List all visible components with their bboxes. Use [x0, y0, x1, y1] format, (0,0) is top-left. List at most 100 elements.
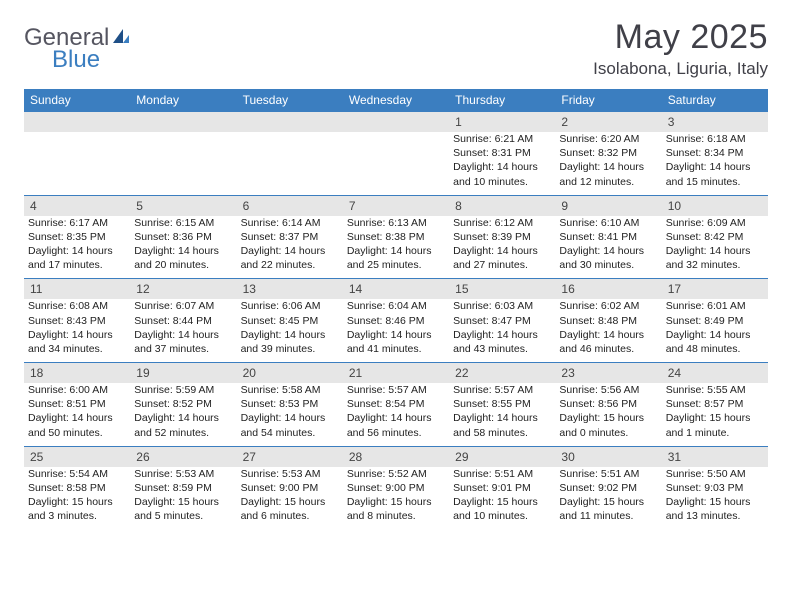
day-cell: Sunrise: 5:51 AMSunset: 9:01 PMDaylight:… — [449, 467, 555, 530]
day-number: 13 — [237, 279, 343, 299]
day-cell: Sunrise: 5:50 AMSunset: 9:03 PMDaylight:… — [662, 467, 768, 530]
sunset-line: Sunset: 9:01 PM — [453, 481, 551, 495]
day-number: 21 — [343, 363, 449, 383]
day-number: 28 — [343, 447, 449, 467]
dow-label: Friday — [555, 89, 661, 112]
daylight-line: Daylight: 15 hours and 11 minutes. — [559, 495, 657, 523]
header: General May 2025 Isolabona, Liguria, Ita… — [24, 18, 768, 79]
daylight-line: Daylight: 14 hours and 34 minutes. — [28, 328, 126, 356]
daylight-line: Daylight: 14 hours and 25 minutes. — [347, 244, 445, 272]
sunrise-line: Sunrise: 5:56 AM — [559, 383, 657, 397]
week-row: Sunrise: 6:00 AMSunset: 8:51 PMDaylight:… — [24, 383, 768, 447]
day-number: 7 — [343, 196, 449, 216]
week-row: Sunrise: 6:08 AMSunset: 8:43 PMDaylight:… — [24, 299, 768, 363]
daylight-line: Daylight: 14 hours and 39 minutes. — [241, 328, 339, 356]
sunrise-line: Sunrise: 6:00 AM — [28, 383, 126, 397]
sunrise-line: Sunrise: 5:58 AM — [241, 383, 339, 397]
daylight-line: Daylight: 14 hours and 20 minutes. — [134, 244, 232, 272]
daynum-row: 11121314151617 — [24, 279, 768, 299]
sunset-line: Sunset: 8:48 PM — [559, 314, 657, 328]
page-title: May 2025 — [593, 18, 768, 57]
sunset-line: Sunset: 8:34 PM — [666, 146, 764, 160]
daylight-line: Daylight: 14 hours and 58 minutes. — [453, 411, 551, 439]
week-row: Sunrise: 6:17 AMSunset: 8:35 PMDaylight:… — [24, 216, 768, 280]
day-cell: Sunrise: 6:09 AMSunset: 8:42 PMDaylight:… — [662, 216, 768, 279]
location-label: Isolabona, Liguria, Italy — [593, 59, 768, 79]
sunset-line: Sunset: 8:42 PM — [666, 230, 764, 244]
sunrise-line: Sunrise: 6:10 AM — [559, 216, 657, 230]
daylight-line: Daylight: 14 hours and 10 minutes. — [453, 160, 551, 188]
day-cell: Sunrise: 6:01 AMSunset: 8:49 PMDaylight:… — [662, 299, 768, 362]
day-number: 10 — [662, 196, 768, 216]
day-number: 1 — [449, 112, 555, 132]
day-cell: Sunrise: 6:21 AMSunset: 8:31 PMDaylight:… — [449, 132, 555, 195]
day-number: 20 — [237, 363, 343, 383]
sunset-line: Sunset: 8:32 PM — [559, 146, 657, 160]
day-cell: Sunrise: 5:53 AMSunset: 9:00 PMDaylight:… — [237, 467, 343, 530]
day-cell: Sunrise: 6:03 AMSunset: 8:47 PMDaylight:… — [449, 299, 555, 362]
daylight-line: Daylight: 14 hours and 52 minutes. — [134, 411, 232, 439]
sunrise-line: Sunrise: 6:08 AM — [28, 299, 126, 313]
sunset-line: Sunset: 8:46 PM — [347, 314, 445, 328]
day-number: 2 — [555, 112, 661, 132]
week-row: Sunrise: 6:21 AMSunset: 8:31 PMDaylight:… — [24, 132, 768, 196]
daylight-line: Daylight: 14 hours and 15 minutes. — [666, 160, 764, 188]
day-number: 14 — [343, 279, 449, 299]
sunrise-line: Sunrise: 5:57 AM — [347, 383, 445, 397]
daylight-line: Daylight: 15 hours and 0 minutes. — [559, 411, 657, 439]
sunset-line: Sunset: 8:59 PM — [134, 481, 232, 495]
daynum-row: 18192021222324 — [24, 363, 768, 383]
day-number: 12 — [130, 279, 236, 299]
day-cell: Sunrise: 6:04 AMSunset: 8:46 PMDaylight:… — [343, 299, 449, 362]
day-number: 9 — [555, 196, 661, 216]
sunset-line: Sunset: 8:56 PM — [559, 397, 657, 411]
day-cell: Sunrise: 5:57 AMSunset: 8:55 PMDaylight:… — [449, 383, 555, 446]
sunset-line: Sunset: 8:43 PM — [28, 314, 126, 328]
daylight-line: Daylight: 14 hours and 17 minutes. — [28, 244, 126, 272]
day-cell: Sunrise: 6:15 AMSunset: 8:36 PMDaylight:… — [130, 216, 236, 279]
day-cell: Sunrise: 6:10 AMSunset: 8:41 PMDaylight:… — [555, 216, 661, 279]
day-number: 19 — [130, 363, 236, 383]
sunrise-line: Sunrise: 6:15 AM — [134, 216, 232, 230]
day-cell: Sunrise: 6:14 AMSunset: 8:37 PMDaylight:… — [237, 216, 343, 279]
daylight-line: Daylight: 14 hours and 56 minutes. — [347, 411, 445, 439]
sunrise-line: Sunrise: 6:12 AM — [453, 216, 551, 230]
sunset-line: Sunset: 8:38 PM — [347, 230, 445, 244]
day-cell: Sunrise: 5:55 AMSunset: 8:57 PMDaylight:… — [662, 383, 768, 446]
day-number: 18 — [24, 363, 130, 383]
sunrise-line: Sunrise: 5:50 AM — [666, 467, 764, 481]
sunrise-line: Sunrise: 6:13 AM — [347, 216, 445, 230]
sunrise-line: Sunrise: 6:07 AM — [134, 299, 232, 313]
day-number: 30 — [555, 447, 661, 467]
sunset-line: Sunset: 9:02 PM — [559, 481, 657, 495]
sunset-line: Sunset: 8:31 PM — [453, 146, 551, 160]
sunset-line: Sunset: 8:37 PM — [241, 230, 339, 244]
sunset-line: Sunset: 8:35 PM — [28, 230, 126, 244]
day-number: 3 — [662, 112, 768, 132]
sunrise-line: Sunrise: 6:21 AM — [453, 132, 551, 146]
sunset-line: Sunset: 8:41 PM — [559, 230, 657, 244]
sunrise-line: Sunrise: 5:53 AM — [241, 467, 339, 481]
daylight-line: Daylight: 15 hours and 1 minute. — [666, 411, 764, 439]
day-number: 6 — [237, 196, 343, 216]
daylight-line: Daylight: 14 hours and 46 minutes. — [559, 328, 657, 356]
logo-text-blue: Blue — [52, 46, 100, 74]
day-number: 26 — [130, 447, 236, 467]
week-row: Sunrise: 5:54 AMSunset: 8:58 PMDaylight:… — [24, 467, 768, 530]
day-cell: Sunrise: 6:00 AMSunset: 8:51 PMDaylight:… — [24, 383, 130, 446]
sunrise-line: Sunrise: 5:51 AM — [559, 467, 657, 481]
daylight-line: Daylight: 15 hours and 10 minutes. — [453, 495, 551, 523]
sunset-line: Sunset: 8:53 PM — [241, 397, 339, 411]
day-cell: Sunrise: 5:57 AMSunset: 8:54 PMDaylight:… — [343, 383, 449, 446]
day-cell: Sunrise: 6:13 AMSunset: 8:38 PMDaylight:… — [343, 216, 449, 279]
day-number: 25 — [24, 447, 130, 467]
daylight-line: Daylight: 15 hours and 8 minutes. — [347, 495, 445, 523]
day-cell: Sunrise: 5:51 AMSunset: 9:02 PMDaylight:… — [555, 467, 661, 530]
daylight-line: Daylight: 14 hours and 30 minutes. — [559, 244, 657, 272]
day-cell — [237, 132, 343, 195]
day-cell: Sunrise: 5:56 AMSunset: 8:56 PMDaylight:… — [555, 383, 661, 446]
sunrise-line: Sunrise: 5:55 AM — [666, 383, 764, 397]
day-cell: Sunrise: 6:20 AMSunset: 8:32 PMDaylight:… — [555, 132, 661, 195]
daylight-line: Daylight: 14 hours and 12 minutes. — [559, 160, 657, 188]
sunset-line: Sunset: 8:45 PM — [241, 314, 339, 328]
